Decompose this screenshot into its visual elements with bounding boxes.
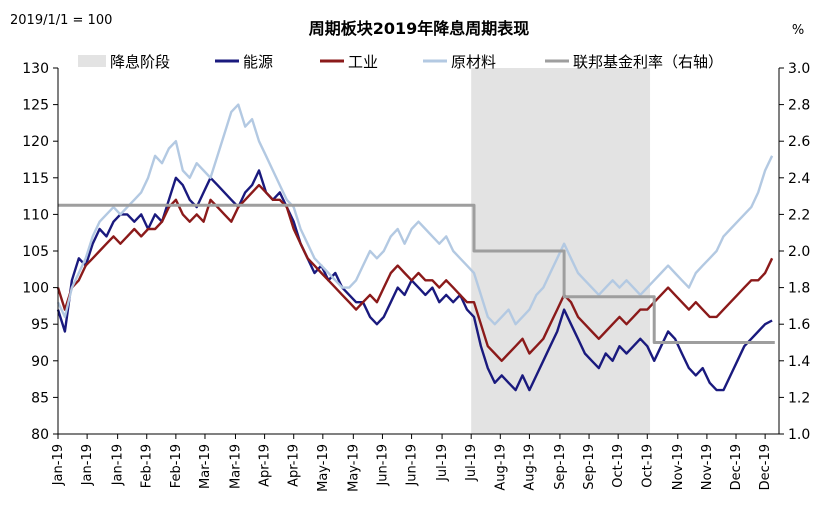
x-tick-label: Apr-19 — [287, 444, 302, 487]
legend-label-3: 原材料 — [451, 53, 496, 71]
legend-label-2: 工业 — [348, 53, 378, 71]
y2-tick-label: 1.0 — [788, 427, 810, 443]
chart-title: 周期板块2019年降息周期表现 — [309, 19, 530, 38]
y-tick-label: 115 — [22, 171, 49, 187]
y2-tick-label: 1.8 — [788, 281, 810, 297]
legend-label-4: 联邦基金利率（右轴） — [573, 53, 723, 71]
y2-tick-label: 2.4 — [788, 171, 810, 187]
x-tick-label: Mar-19 — [198, 444, 213, 489]
x-tick-label: Jun-19 — [375, 444, 390, 487]
y2-tick-label: 1.6 — [788, 317, 810, 333]
y-tick-label: 95 — [31, 317, 49, 333]
y-tick-label: 125 — [22, 98, 49, 114]
x-tick-label: Jul-19 — [464, 444, 479, 482]
y-tick-label: 90 — [31, 354, 49, 370]
x-tick-label: Dec-19 — [729, 444, 744, 490]
x-tick-label: Oct-19 — [640, 444, 655, 488]
y2-tick-label: 2.8 — [788, 98, 810, 114]
x-tick-label: Aug-19 — [493, 444, 508, 491]
axes: 80 85 90 95 100 105 110 115 120 125 130 1.0 1.2 1.4 1.… — [22, 61, 810, 492]
x-tick-label: Apr-19 — [258, 444, 273, 487]
legend-label-1: 能源 — [243, 53, 273, 71]
left-axis-note: 2019/1/1 = 100 — [10, 13, 112, 28]
y2-tick-label: 1.2 — [788, 390, 810, 406]
series-line-3 — [58, 203, 775, 344]
plot-area — [56, 103, 775, 392]
x-tick-label: Nov-19 — [700, 444, 715, 490]
y-tick-label: 100 — [22, 281, 49, 297]
x-tick-label: Jan-19 — [111, 444, 126, 486]
x-tick-label: Sep-19 — [582, 444, 597, 490]
y-tick-label: 130 — [22, 61, 49, 77]
x-tick-label: Dec-19 — [758, 444, 773, 490]
legend-label-0: 降息阶段 — [110, 53, 170, 71]
x-tick-label: Feb-19 — [169, 444, 184, 488]
x-tick-label: May-19 — [346, 444, 361, 492]
x-tick-label: Feb-19 — [140, 444, 155, 488]
x-tick-label: Oct-19 — [611, 444, 626, 488]
x-tick-label: Jan-19 — [51, 444, 66, 486]
y-tick-label: 85 — [31, 390, 49, 406]
series-line-2 — [56, 103, 774, 326]
right-axis-unit: % — [792, 23, 804, 38]
legend: 降息阶段 能源 工业 原材料 联邦基金利率（右轴） — [78, 53, 723, 71]
legend-swatch-shade — [78, 55, 106, 67]
x-tick-label: Mar-19 — [228, 444, 243, 489]
y2-tick-label: 2.6 — [788, 134, 810, 150]
x-tick-label: Aug-19 — [522, 444, 537, 491]
y-tick-label: 105 — [22, 244, 49, 260]
x-tick-label: Jan-19 — [80, 444, 95, 486]
series-line-0 — [56, 169, 773, 392]
x-tick-label: Nov-19 — [671, 444, 686, 490]
y2-tick-label: 3.0 — [788, 61, 810, 77]
y2-tick-label: 2.2 — [788, 207, 810, 223]
y-tick-label: 110 — [22, 207, 49, 223]
y-tick-label: 120 — [22, 134, 49, 150]
y-tick-label: 80 — [31, 427, 49, 443]
x-tick-label: Sep-19 — [553, 444, 568, 490]
y2-tick-label: 2.0 — [788, 244, 810, 260]
y2-tick-label: 1.4 — [788, 354, 810, 370]
x-tick-label: Jul-19 — [435, 444, 450, 482]
x-tick-label: Jun-19 — [405, 444, 420, 487]
x-tick-label: May-19 — [316, 444, 331, 492]
